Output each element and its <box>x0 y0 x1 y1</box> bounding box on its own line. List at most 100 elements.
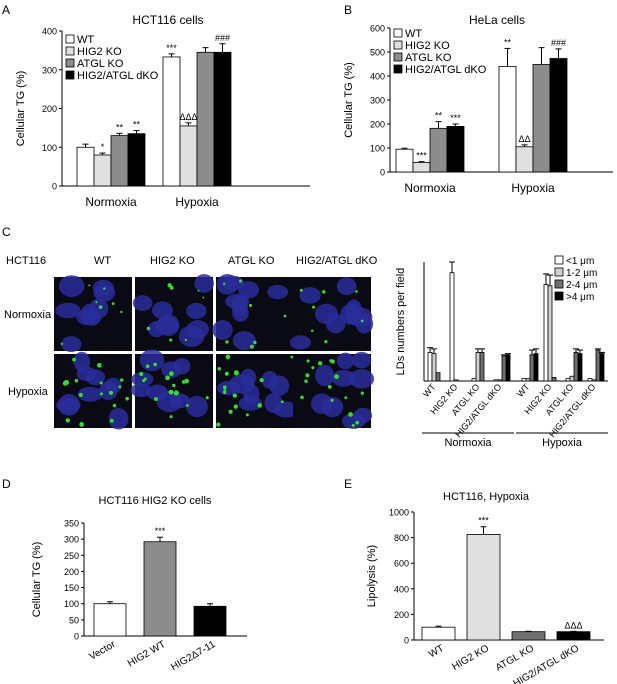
lipid-droplet <box>79 422 85 427</box>
series-hig2atgldko-significance-mark: ** <box>133 120 141 130</box>
nucleus <box>221 275 244 291</box>
nucleus <box>289 335 311 350</box>
chart-D-y-tick-label: 200 <box>64 567 79 577</box>
nucleus <box>269 375 290 396</box>
lipid-droplet <box>65 418 70 423</box>
lipid-droplet <box>165 375 170 381</box>
lipid-droplet <box>63 379 69 385</box>
nucleus <box>130 383 152 398</box>
ld-bar-bar <box>449 272 455 382</box>
chart-B-y-tick-label: 100 <box>370 144 385 154</box>
lipid-droplet <box>168 389 174 395</box>
lipid-droplet <box>304 379 308 383</box>
nucleus <box>156 391 183 413</box>
lipid-droplet <box>222 385 227 390</box>
bar-3-significance-mark: ΔΔΔ <box>564 620 582 630</box>
series-wt-significance-mark: ** <box>504 37 512 47</box>
bar-1-bar <box>143 541 177 637</box>
lipid-droplet <box>228 409 233 414</box>
legend-swatch <box>554 267 564 277</box>
nucleus <box>331 369 356 387</box>
lipid-droplet <box>225 340 229 344</box>
legend-label: HIG2 KO <box>405 40 450 52</box>
micrograph-col-wt: WT <box>94 255 111 267</box>
lipid-droplet <box>197 289 200 292</box>
lipid-droplet <box>322 290 326 294</box>
ld-bar-bar <box>533 353 539 382</box>
lipid-droplet <box>283 314 287 318</box>
series-hig2atgldko-bar <box>213 51 232 187</box>
ld-bar-bar <box>599 353 605 382</box>
lipid-droplet <box>290 355 294 359</box>
lipid-droplet <box>145 364 150 369</box>
ld-bar-bar <box>501 355 507 382</box>
ld-bar-bar <box>577 353 583 382</box>
nucleus <box>352 351 372 369</box>
lipid-droplet <box>99 381 103 385</box>
condition-label: Hypoxia <box>542 437 583 449</box>
ld-bar-bar <box>475 352 481 382</box>
panel-label-b: B <box>344 3 352 17</box>
chart-D-y-tick-label: 100 <box>64 599 79 609</box>
lipid-droplet <box>306 359 310 363</box>
series-wt-bar <box>162 56 181 187</box>
series-wt-bar <box>76 146 95 187</box>
micrograph-cell-line: HCT116 <box>6 255 46 267</box>
legend-label: HIG2/ATGL dKO <box>405 64 487 76</box>
ld-bar-bar <box>591 379 597 382</box>
lipid-droplet <box>329 359 333 363</box>
ld-bar-bar <box>551 377 557 382</box>
lipid-droplet <box>253 340 257 345</box>
nucleus <box>315 364 335 387</box>
chart-A-y-tick-label: 100 <box>42 143 57 153</box>
micrograph-grid <box>54 273 375 430</box>
nucleus <box>299 287 321 304</box>
series-atglko-bar <box>196 51 215 187</box>
lipid-droplet <box>224 371 229 376</box>
chart-E-y-tick-label: 1000 <box>389 508 409 518</box>
series-atglko-significance-mark: ** <box>116 122 124 132</box>
legend-label: 2-4 μm <box>566 280 597 291</box>
lipid-droplet <box>317 361 323 366</box>
nucleus <box>77 386 103 402</box>
series-hig2atgldko-bar <box>446 126 465 173</box>
lipid-droplet <box>78 392 83 398</box>
chart-d: HCT116 HIG2 KO cells 0 50 100 150 200 250 300 35… <box>31 495 247 673</box>
chart-A-y-axis-label: Cellular TG (%) <box>15 71 27 147</box>
chart-title: HCT116 HIG2 KO cells <box>99 495 212 507</box>
nucleus <box>355 314 374 334</box>
chart-c-y-axis-label: LDs numbers per field <box>395 268 407 376</box>
lipid-droplet <box>311 366 315 370</box>
nucleus <box>73 351 91 372</box>
bar-3-bar <box>556 631 591 641</box>
ld-bar-bar <box>565 378 571 382</box>
series-atglko-bar <box>532 64 551 173</box>
nucleus <box>186 302 207 320</box>
lipid-droplet <box>99 392 103 396</box>
nucleus <box>310 393 333 414</box>
legend-label: >4 μm <box>566 292 594 303</box>
nucleus <box>238 281 260 299</box>
x-tick-label: Vector <box>87 639 118 663</box>
condition-label: Normoxia <box>444 437 492 449</box>
lipid-droplet <box>324 340 328 344</box>
legend-label: WT <box>77 34 94 46</box>
lipid-droplet <box>299 288 303 292</box>
ld-bar-bar <box>573 352 579 382</box>
lipid-droplet <box>259 377 264 383</box>
chart-D-y-tick-label: 350 <box>64 519 79 529</box>
nucleus <box>273 401 299 418</box>
series-hig2atgldko-significance-mark: ### <box>215 33 230 43</box>
chart-a: HCT116 cells 0 100 200 300 400 Cellular TG (%)… <box>15 13 310 209</box>
lipid-droplet <box>169 415 173 419</box>
chart-E-y-tick-label: 400 <box>394 584 409 594</box>
chart-E-y-tick-label: 0 <box>404 636 409 646</box>
chart-B-y-tick-label: 400 <box>370 72 385 82</box>
bar-2-bar <box>193 605 227 637</box>
bar-2-bar <box>511 631 546 641</box>
micrograph-row-normoxia: Normoxia <box>4 309 52 321</box>
lipid-droplet <box>225 354 231 360</box>
lipid-droplet <box>355 420 360 425</box>
lipid-droplet <box>112 403 117 408</box>
